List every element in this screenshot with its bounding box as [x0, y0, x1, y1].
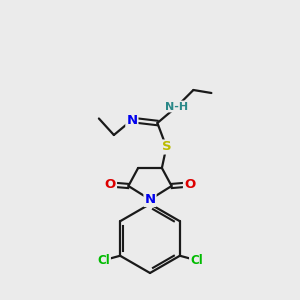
Text: O: O: [105, 178, 116, 191]
Text: N-H: N-H: [165, 101, 188, 112]
Text: Cl: Cl: [97, 254, 110, 267]
Text: N: N: [126, 113, 137, 127]
Text: N: N: [144, 193, 156, 206]
Text: Cl: Cl: [190, 254, 203, 267]
Text: S: S: [162, 140, 171, 154]
Text: O: O: [184, 178, 195, 191]
